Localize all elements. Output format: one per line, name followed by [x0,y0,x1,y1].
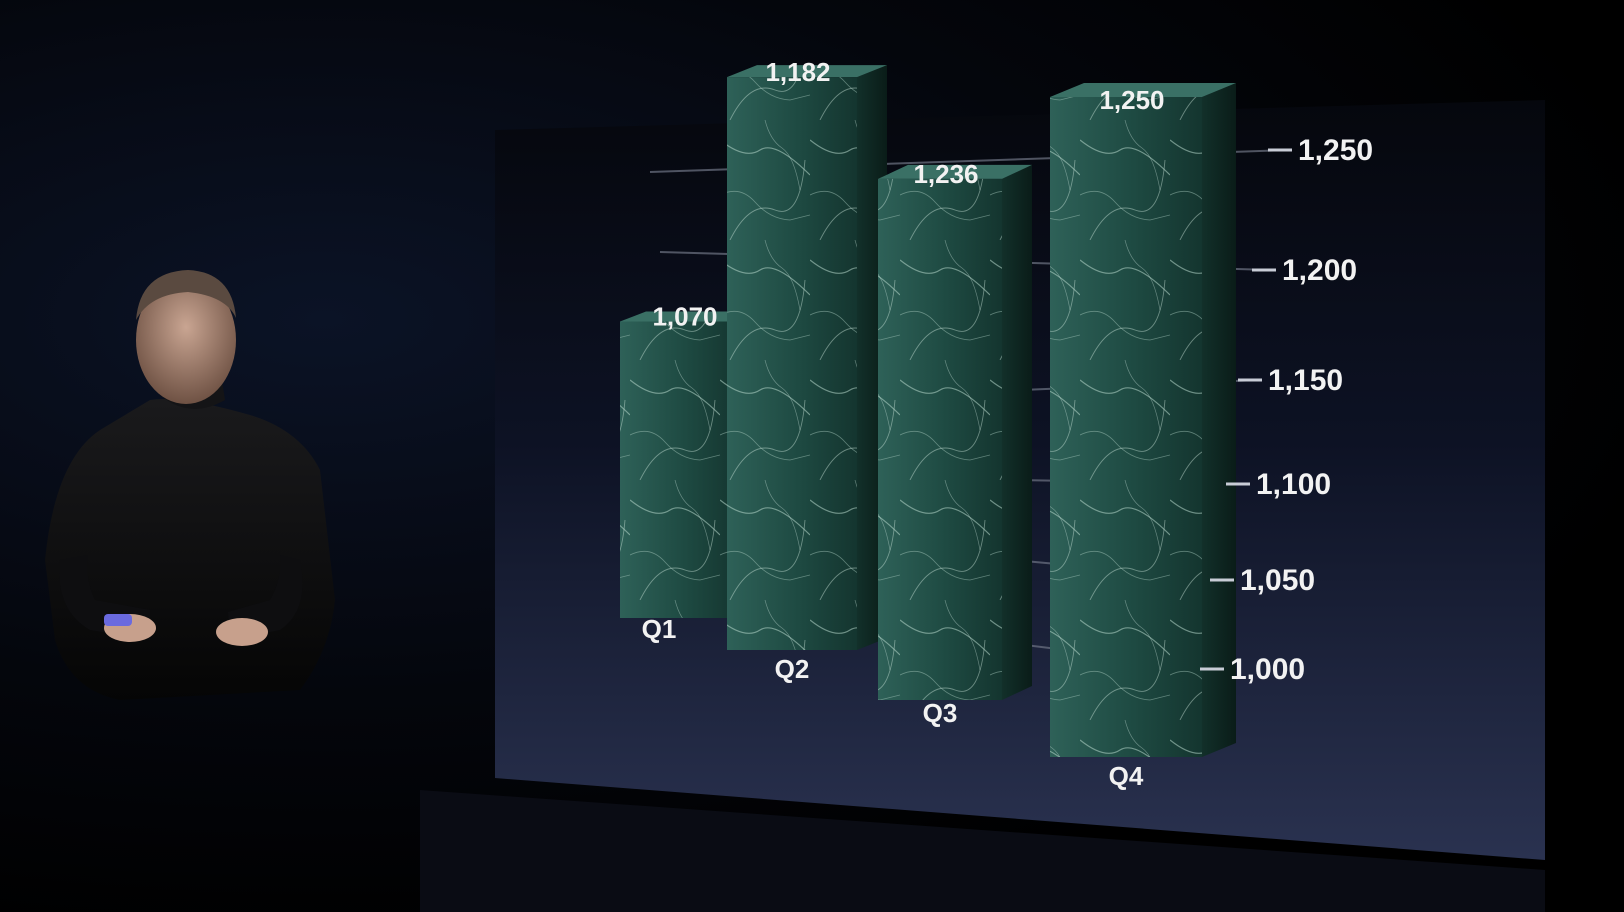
bar-marble-veins [727,77,857,651]
data-label: 1,236 [913,159,978,189]
bar-marble-veins [1050,97,1202,757]
presenter-figure [45,270,335,700]
bar-side [1202,83,1236,757]
bar-top [727,65,887,78]
x-tick-label: Q1 [642,614,677,644]
data-label: 1,250 [1099,85,1164,115]
y-tick-label: 1,000 [1230,653,1305,686]
bar-top [878,164,1032,179]
y-tick-label: 1,200 [1282,254,1357,287]
bar-marble-veins [620,321,738,618]
data-label: 1,070 [652,302,717,332]
presenter-head [136,276,236,404]
clicker-remote-icon [104,614,132,626]
stage-floor [420,790,1545,912]
y-tick-label: 1,250 [1298,134,1373,167]
bar-marble-veins [878,178,1002,701]
x-tick-label: Q3 [923,698,958,728]
bar: 1,236 [878,159,1032,701]
y-tick-label: 1,050 [1240,564,1315,597]
bar-top [1050,83,1236,97]
x-tick-label: Q4 [1109,761,1144,791]
bar: 1,182 [727,57,887,651]
x-axis: Q1 Q2 Q3 Q4 [642,614,1144,791]
y-axis: 1,000 1,050 1,100 1,150 1,200 1,250 [1200,134,1373,686]
presenter-right-hand [216,618,268,646]
data-label: 1,182 [765,57,830,87]
bar-side [1002,164,1032,701]
y-tick-label: 1,150 [1268,364,1343,397]
x-tick-label: Q2 [775,654,810,684]
bar: 1,250 [1050,83,1236,757]
y-tick-label: 1,100 [1256,468,1331,501]
presenter-hair [136,270,236,320]
bars: 1,070 1,182 1,236 1,250 [620,57,1236,757]
